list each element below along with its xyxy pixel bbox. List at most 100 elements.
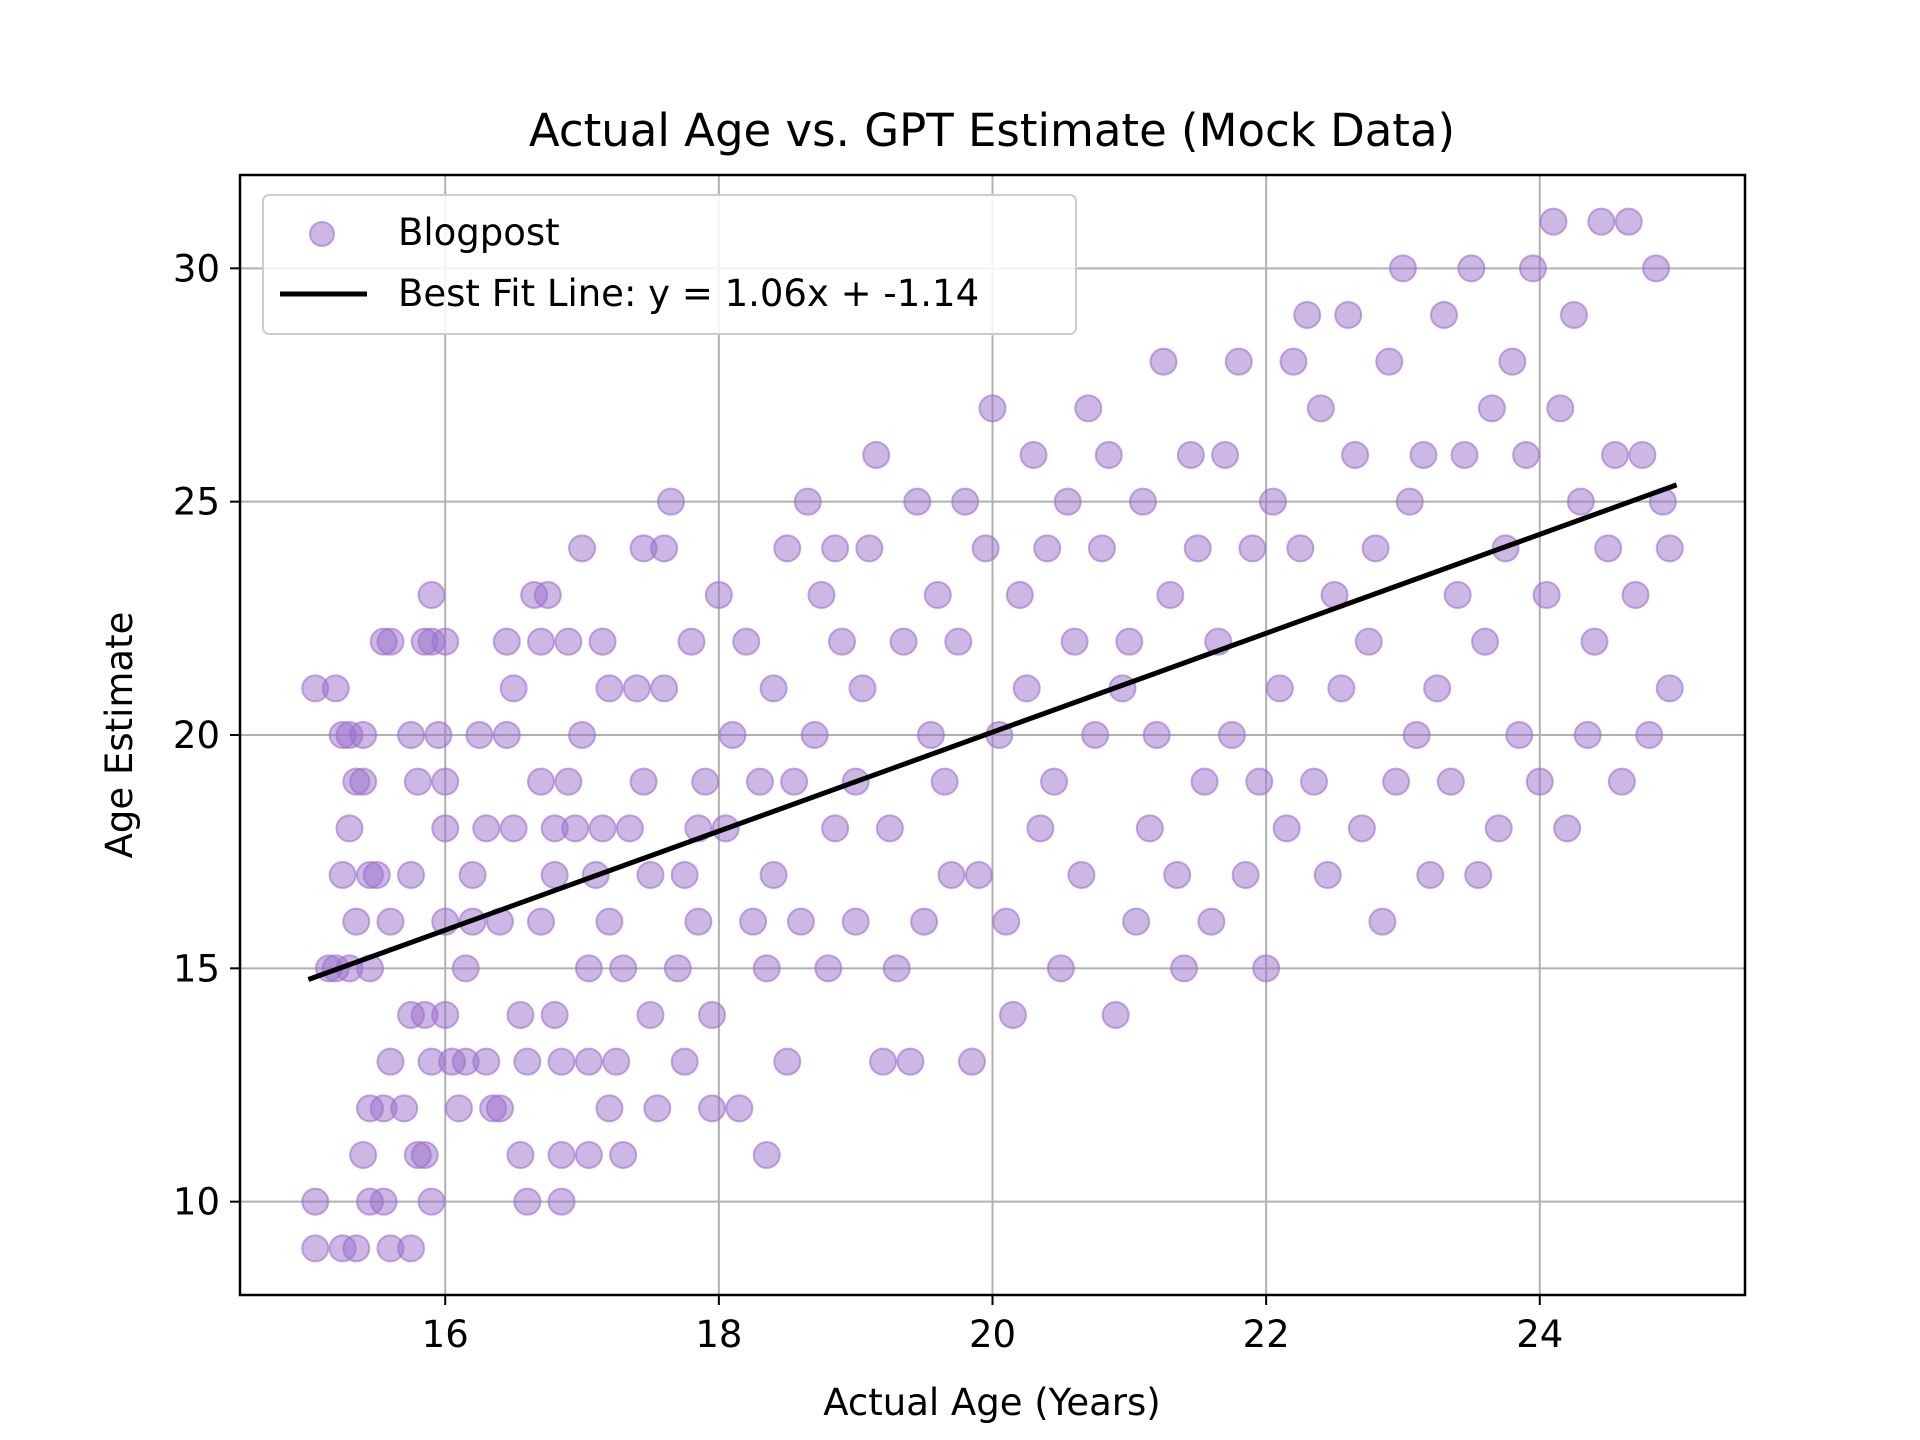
data-point <box>1306 394 1335 423</box>
data-point <box>397 861 426 889</box>
data-point <box>424 721 453 749</box>
legend-label-best-fit: Best Fit Line: y = 1.06x + -1.14 <box>398 272 979 315</box>
data-point <box>1382 767 1411 796</box>
data-point <box>684 907 713 936</box>
data-point <box>759 861 788 889</box>
data-point <box>1525 767 1554 796</box>
data-point <box>677 627 706 656</box>
data-point <box>951 487 980 516</box>
data-point <box>793 487 822 516</box>
chart-title: Actual Age vs. GPT Estimate (Mock Data) <box>529 104 1455 157</box>
data-point <box>848 674 877 703</box>
data-point <box>431 1001 460 1029</box>
data-point <box>1115 627 1144 656</box>
x-tick-label: 22 <box>1243 1313 1290 1356</box>
data-point <box>1060 627 1089 656</box>
data-point <box>431 627 460 656</box>
data-point <box>574 954 603 983</box>
data-point <box>916 721 945 749</box>
data-point <box>1245 767 1274 796</box>
data-point <box>1334 301 1363 329</box>
data-point <box>615 814 644 843</box>
data-point <box>1614 207 1643 236</box>
data-point <box>1655 674 1684 703</box>
data-point <box>978 394 1007 423</box>
data-point <box>944 627 973 656</box>
data-point <box>397 721 426 749</box>
data-point <box>1211 441 1240 469</box>
data-point <box>595 1094 624 1123</box>
best-fit-line <box>307 482 1678 982</box>
data-point <box>1457 254 1486 283</box>
data-point <box>1559 301 1588 329</box>
data-point <box>1477 394 1506 423</box>
data-point <box>869 1047 898 1076</box>
data-point <box>1046 954 1075 983</box>
data-point <box>1580 627 1609 656</box>
data-point <box>397 1234 426 1263</box>
data-point <box>513 1187 542 1216</box>
data-point <box>930 767 959 796</box>
data-point <box>499 674 528 703</box>
data-point <box>527 767 555 796</box>
x-axis-ticks: 16 18 20 22 24 <box>422 1295 1563 1356</box>
data-point <box>636 861 665 889</box>
data-point <box>1450 441 1479 469</box>
data-point <box>1594 534 1623 563</box>
data-point <box>574 1047 603 1076</box>
data-point <box>369 1187 398 1216</box>
y-tick-label: 30 <box>173 247 220 290</box>
data-point <box>1313 861 1342 889</box>
data-point <box>1409 441 1438 469</box>
y-tick-label: 15 <box>173 947 220 990</box>
data-point <box>1601 441 1630 469</box>
data-point <box>547 1047 576 1076</box>
data-point <box>540 1001 569 1029</box>
data-point <box>889 627 918 656</box>
data-point <box>1094 441 1123 469</box>
data-point <box>349 1141 378 1169</box>
data-point <box>1430 301 1458 329</box>
data-point <box>506 1001 535 1029</box>
x-axis-label: Actual Age (Years) <box>823 1381 1160 1424</box>
data-point <box>1217 721 1246 749</box>
data-point <box>588 627 617 656</box>
data-point <box>1279 347 1308 376</box>
x-tick-label: 18 <box>695 1313 742 1356</box>
data-point <box>807 581 836 609</box>
data-point <box>1443 581 1472 609</box>
data-point <box>923 581 952 609</box>
data-point <box>1101 1001 1130 1029</box>
data-point <box>328 861 357 889</box>
data-point <box>780 767 809 796</box>
data-point <box>999 1001 1028 1029</box>
data-point <box>554 627 583 656</box>
data-point <box>506 1141 535 1169</box>
data-point <box>1416 861 1445 889</box>
data-point <box>670 1047 699 1076</box>
legend: Blogpost Best Fit Line: y = 1.06x + -1.1… <box>262 194 1077 335</box>
data-point <box>1347 814 1376 843</box>
data-point <box>957 1047 986 1076</box>
data-point <box>1628 441 1657 469</box>
data-point <box>964 861 993 889</box>
data-point <box>910 907 939 936</box>
data-point <box>472 1047 501 1076</box>
data-point <box>1361 534 1390 563</box>
data-point <box>718 721 747 749</box>
data-point <box>1040 767 1069 796</box>
data-point <box>1238 534 1267 563</box>
data-point <box>704 581 733 609</box>
data-point <box>527 627 555 656</box>
data-point <box>1122 907 1151 936</box>
data-point <box>1163 861 1192 889</box>
data-point <box>752 954 781 983</box>
data-point <box>349 767 378 796</box>
data-point <box>1293 301 1322 329</box>
data-point <box>1621 581 1650 609</box>
data-point <box>903 487 932 516</box>
data-point <box>444 1094 473 1123</box>
data-point <box>745 767 774 796</box>
best-fit-line-layer <box>307 482 1678 982</box>
data-point <box>595 674 624 703</box>
